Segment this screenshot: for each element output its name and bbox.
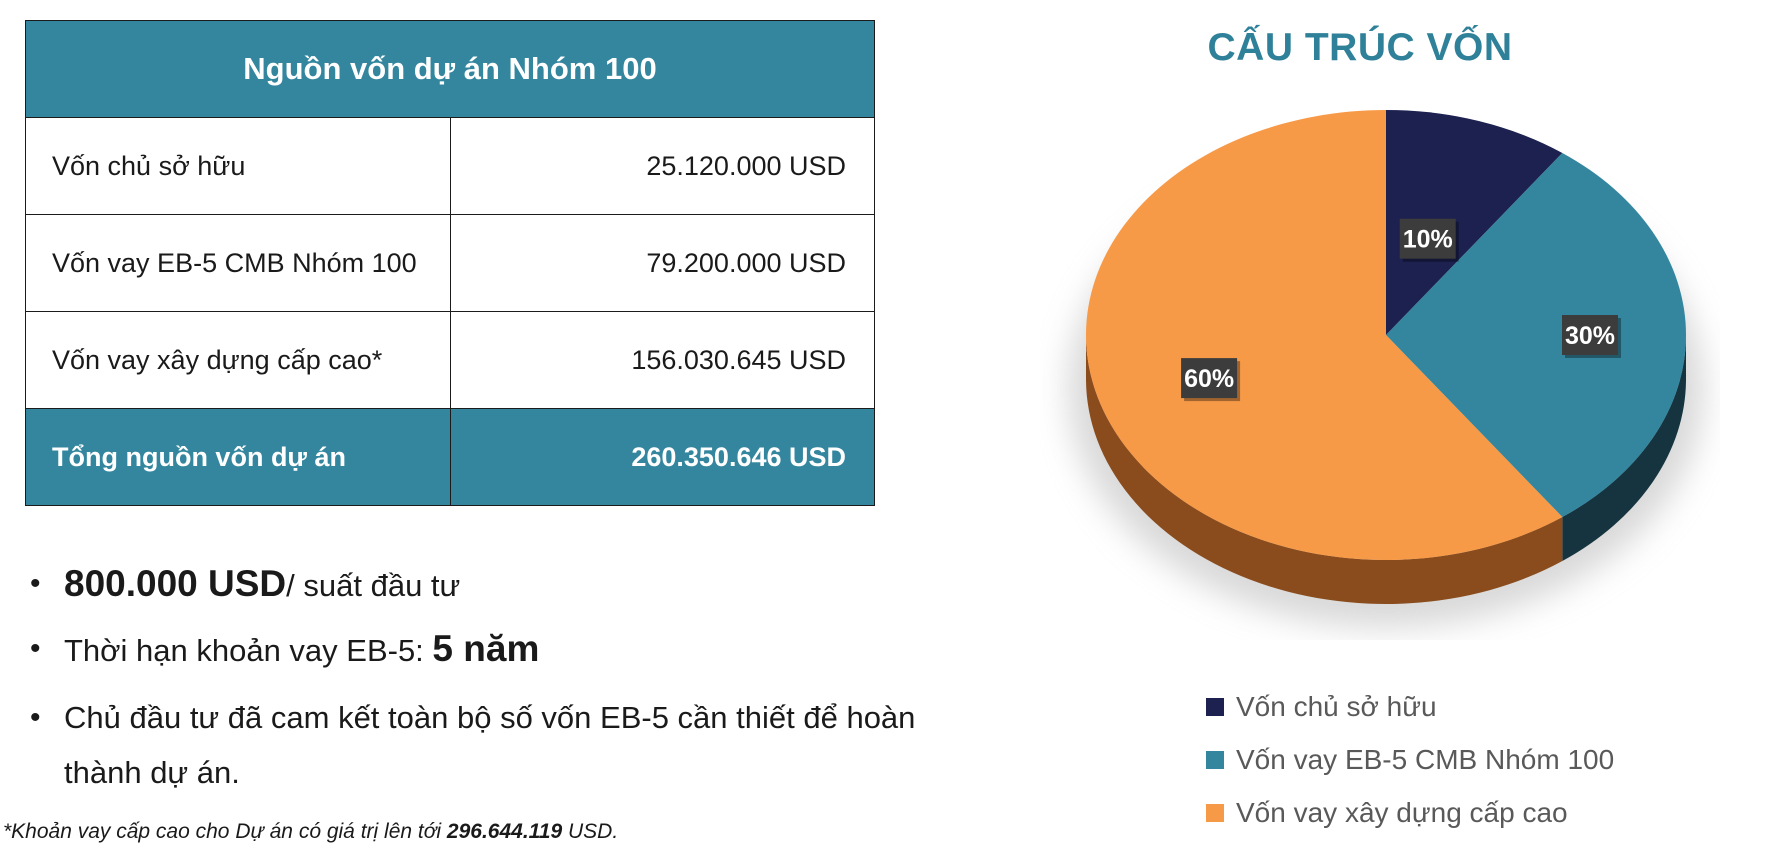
footnote-prefix: *Khoản vay cấp cao cho Dự án có giá trị … <box>3 820 447 843</box>
funding-table: Nguồn vốn dự án Nhóm 100 Vốn chủ sở hữu … <box>25 20 875 506</box>
bullet-list: 800.000 USD/ suất đầu tư Thời hạn khoản … <box>30 556 920 812</box>
pie-slice <box>1386 110 1563 335</box>
total-label: Tổng nguồn vốn dự án <box>25 408 451 506</box>
pie-chart: 10% 30% 60% <box>1068 110 1704 628</box>
legend-entry: Vốn vay EB-5 CMB Nhóm 100 <box>1206 733 1614 786</box>
row-label: Vốn vay xây dựng cấp cao* <box>25 311 451 409</box>
table-row: Vốn chủ sở hữu 25.120.000 USD <box>25 117 875 215</box>
pie-data-label: 60% <box>1181 358 1241 402</box>
legend-entry: Vốn vay xây dựng cấp cao <box>1206 786 1614 839</box>
legend-swatch <box>1206 697 1224 716</box>
table-row: Vốn vay EB-5 CMB Nhóm 100 79.200.000 USD <box>25 214 875 312</box>
chart-title: CẤU TRÚC VỐN <box>1207 26 1513 69</box>
row-label: Vốn vay EB-5 CMB Nhóm 100 <box>25 214 451 312</box>
table-total-row: Tổng nguồn vốn dự án 260.350.646 USD <box>25 408 875 506</box>
bullet-item-price: 800.000 USD/ suất đầu tư <box>30 556 920 613</box>
bullet-text: Thời hạn khoản vay EB-5: <box>64 633 433 668</box>
table-row: Vốn vay xây dựng cấp cao* 156.030.645 US… <box>25 311 875 409</box>
legend-entry: Vốn chủ sở hữu <box>1206 680 1614 733</box>
pie-slice <box>1386 152 1686 518</box>
pie-slice-side <box>1086 335 1563 604</box>
bullet-item-term: Thời hạn khoản vay EB-5: 5 năm <box>30 621 920 678</box>
table-header: Nguồn vốn dự án Nhóm 100 <box>25 20 875 118</box>
pie-slice-side <box>1562 335 1686 562</box>
pie-data-label: 30% <box>1562 315 1621 358</box>
bullet-strong: 5 năm <box>432 628 540 669</box>
total-value: 260.350.646 USD <box>449 408 875 506</box>
legend-label: Vốn vay xây dựng cấp cao <box>1236 796 1568 828</box>
row-value: 25.120.000 USD <box>449 117 875 215</box>
bullet-text: Chủ đầu tư đã cam kết toàn bộ số vốn EB-… <box>64 700 916 790</box>
chart-legend: Vốn chủ sở hữu Vốn vay EB-5 CMB Nhóm 100 V… <box>1206 680 1614 839</box>
bullet-text: / suất đầu tư <box>286 568 461 603</box>
pie-slice <box>1086 110 1563 560</box>
svg-text:10%: 10% <box>1403 226 1453 254</box>
legend-label: Vốn vay EB-5 CMB Nhóm 100 <box>1236 743 1615 775</box>
svg-text:60%: 60% <box>1184 365 1234 393</box>
footnote: *Khoản vay cấp cao cho Dự án có giá trị … <box>3 820 618 844</box>
bullet-strong: 800.000 USD <box>64 563 287 604</box>
svg-text:30%: 30% <box>1565 322 1615 350</box>
legend-label: Vốn chủ sở hữu <box>1236 690 1437 722</box>
legend-swatch <box>1206 750 1224 769</box>
row-label: Vốn chủ sở hữu <box>25 117 451 215</box>
row-value: 156.030.645 USD <box>449 311 875 409</box>
footnote-suffix: USD. <box>562 820 619 843</box>
footnote-amount: 296.644.119 <box>446 820 563 843</box>
pie-data-label: 10% <box>1399 218 1459 262</box>
row-value: 79.200.000 USD <box>449 214 875 312</box>
bullet-item-commitment: Chủ đầu tư đã cam kết toàn bộ số vốn EB-… <box>30 690 920 800</box>
legend-swatch <box>1206 803 1224 822</box>
